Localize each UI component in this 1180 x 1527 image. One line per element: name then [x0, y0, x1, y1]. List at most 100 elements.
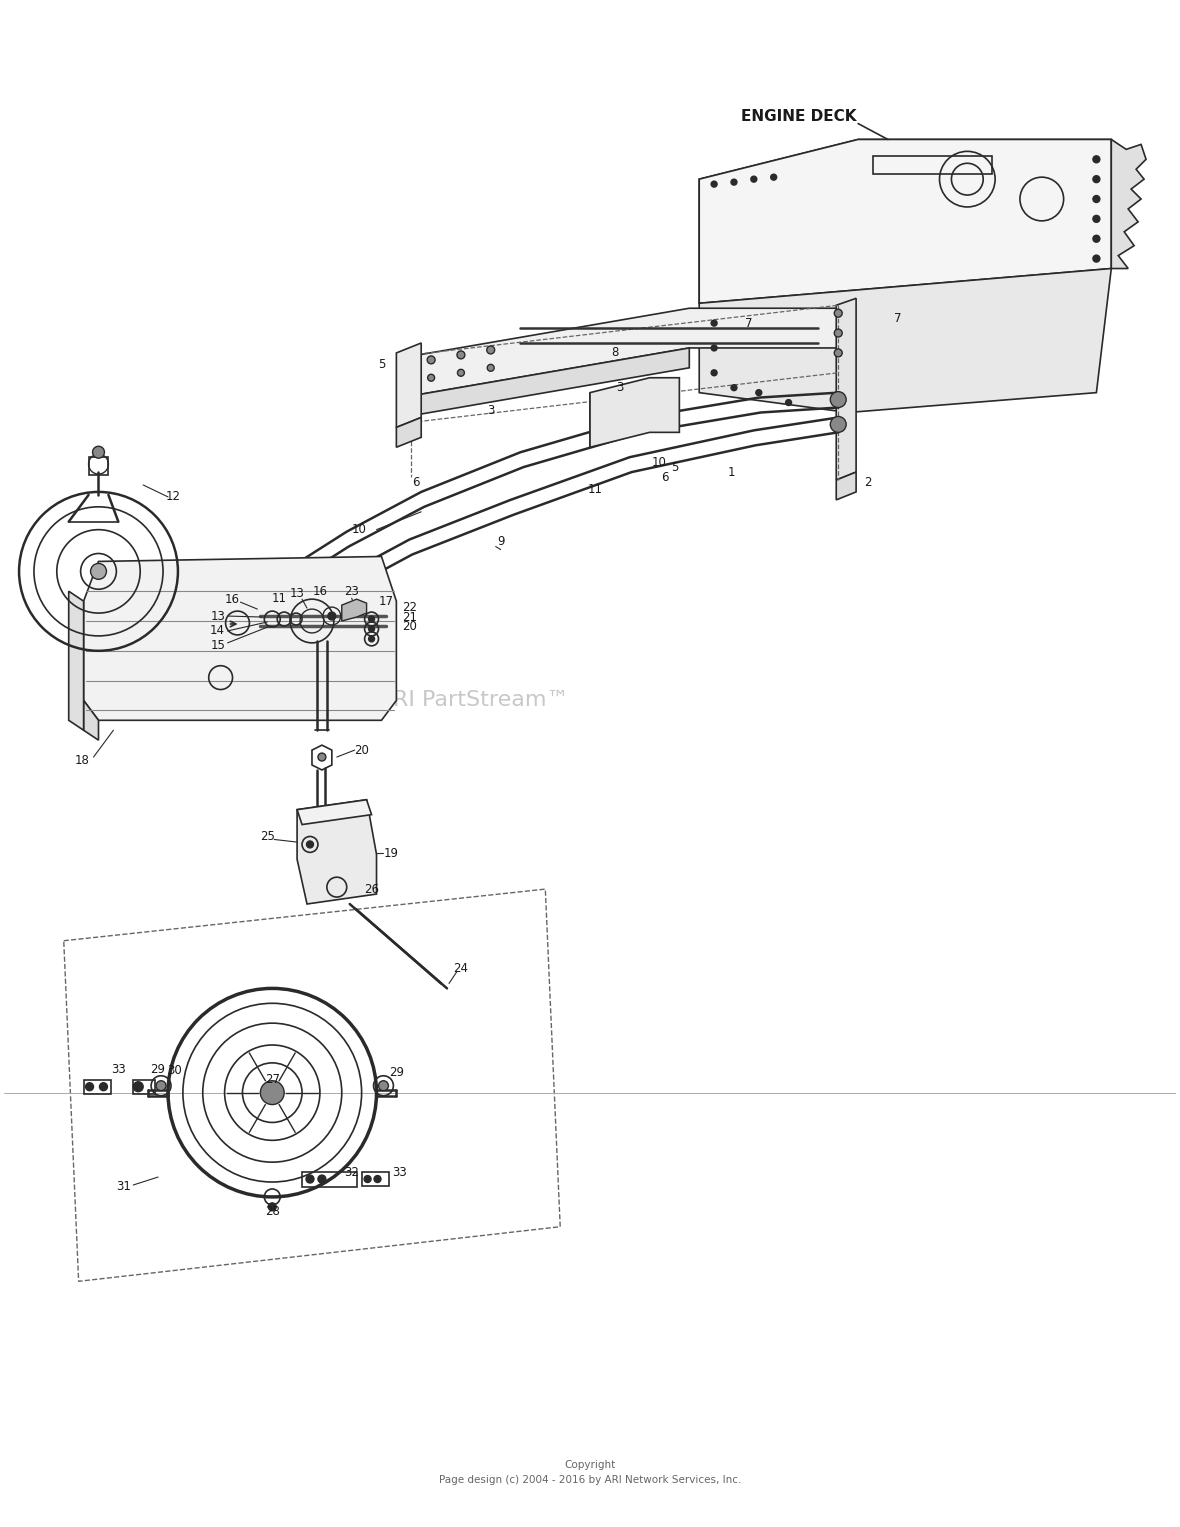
Text: ENGINE DECK: ENGINE DECK — [741, 108, 857, 124]
Polygon shape — [68, 591, 84, 730]
Text: 26: 26 — [365, 883, 379, 896]
Text: 17: 17 — [379, 594, 394, 608]
Circle shape — [457, 351, 465, 359]
Text: 5: 5 — [378, 359, 385, 371]
Bar — [133, 1080, 155, 1093]
Circle shape — [834, 310, 843, 318]
Circle shape — [86, 1083, 93, 1090]
Circle shape — [368, 635, 374, 641]
Circle shape — [91, 563, 106, 579]
Text: RI PartStream™: RI PartStream™ — [393, 690, 569, 710]
Circle shape — [834, 330, 843, 337]
Bar — [873, 156, 992, 174]
Text: 6: 6 — [413, 475, 420, 489]
Polygon shape — [297, 800, 372, 825]
Circle shape — [486, 347, 494, 354]
Text: 10: 10 — [352, 524, 367, 536]
Circle shape — [712, 370, 717, 376]
Text: 18: 18 — [74, 753, 88, 767]
Circle shape — [487, 365, 494, 371]
Text: 22: 22 — [401, 600, 417, 614]
Polygon shape — [342, 599, 367, 621]
Text: 5: 5 — [670, 461, 678, 473]
Text: 3: 3 — [487, 405, 494, 417]
Text: 25: 25 — [260, 831, 275, 843]
Circle shape — [730, 385, 738, 391]
Text: 12: 12 — [165, 490, 181, 504]
Bar — [302, 1173, 356, 1186]
Circle shape — [99, 1083, 107, 1090]
Text: 15: 15 — [210, 640, 225, 652]
Circle shape — [712, 321, 717, 327]
Circle shape — [1093, 156, 1100, 163]
Circle shape — [317, 753, 326, 760]
Circle shape — [458, 370, 465, 376]
Circle shape — [261, 1081, 284, 1104]
Text: 29: 29 — [389, 1066, 404, 1080]
Text: 20: 20 — [402, 620, 417, 634]
Text: 3: 3 — [616, 382, 623, 394]
Circle shape — [1093, 176, 1100, 183]
Polygon shape — [837, 472, 857, 499]
Circle shape — [712, 345, 717, 351]
Circle shape — [427, 374, 434, 382]
Polygon shape — [84, 701, 98, 741]
Text: 33: 33 — [392, 1165, 407, 1179]
Text: 7: 7 — [894, 312, 902, 325]
Text: 19: 19 — [384, 847, 399, 860]
Circle shape — [1093, 255, 1100, 263]
Bar — [84, 1080, 111, 1093]
Polygon shape — [401, 348, 689, 417]
Text: 7: 7 — [745, 316, 753, 330]
Circle shape — [156, 1081, 166, 1090]
Circle shape — [750, 176, 756, 182]
Circle shape — [1093, 215, 1100, 223]
Polygon shape — [401, 308, 848, 397]
Polygon shape — [84, 556, 396, 721]
Circle shape — [374, 1176, 381, 1182]
Text: Page design (c) 2004 - 2016 by ARI Network Services, Inc.: Page design (c) 2004 - 2016 by ARI Netwo… — [439, 1475, 741, 1484]
Circle shape — [831, 391, 846, 408]
Polygon shape — [396, 344, 421, 428]
Text: 11: 11 — [273, 591, 287, 605]
Text: 11: 11 — [588, 484, 603, 496]
Text: 31: 31 — [116, 1180, 131, 1194]
Circle shape — [730, 179, 738, 185]
Text: 10: 10 — [653, 455, 667, 469]
Text: 23: 23 — [345, 585, 359, 597]
Bar — [361, 1173, 389, 1186]
Text: 29: 29 — [151, 1063, 165, 1077]
Polygon shape — [837, 298, 857, 479]
Circle shape — [365, 1176, 371, 1182]
Text: 9: 9 — [497, 534, 504, 548]
Text: 20: 20 — [354, 744, 369, 756]
Text: 16: 16 — [313, 585, 327, 597]
Text: 6: 6 — [661, 470, 668, 484]
Circle shape — [786, 400, 792, 406]
Text: 1: 1 — [727, 466, 735, 478]
Text: 27: 27 — [264, 1073, 280, 1086]
Circle shape — [831, 417, 846, 432]
Circle shape — [368, 626, 374, 632]
Polygon shape — [590, 377, 680, 447]
Text: 33: 33 — [111, 1063, 126, 1077]
Text: 32: 32 — [345, 1165, 359, 1179]
Circle shape — [133, 1081, 143, 1092]
Polygon shape — [700, 139, 1112, 304]
Polygon shape — [700, 269, 1112, 412]
Circle shape — [427, 356, 435, 363]
Text: 16: 16 — [225, 592, 240, 606]
Polygon shape — [297, 800, 376, 904]
Circle shape — [368, 615, 374, 621]
Text: 8: 8 — [611, 347, 618, 359]
Circle shape — [1093, 195, 1100, 203]
Circle shape — [317, 1176, 326, 1183]
Text: 21: 21 — [401, 611, 417, 623]
Circle shape — [834, 350, 843, 357]
Polygon shape — [700, 139, 1112, 304]
Text: 2: 2 — [864, 475, 872, 489]
Polygon shape — [1112, 139, 1146, 269]
Text: Copyright: Copyright — [564, 1460, 616, 1471]
Circle shape — [1093, 235, 1100, 243]
Circle shape — [306, 1176, 314, 1183]
